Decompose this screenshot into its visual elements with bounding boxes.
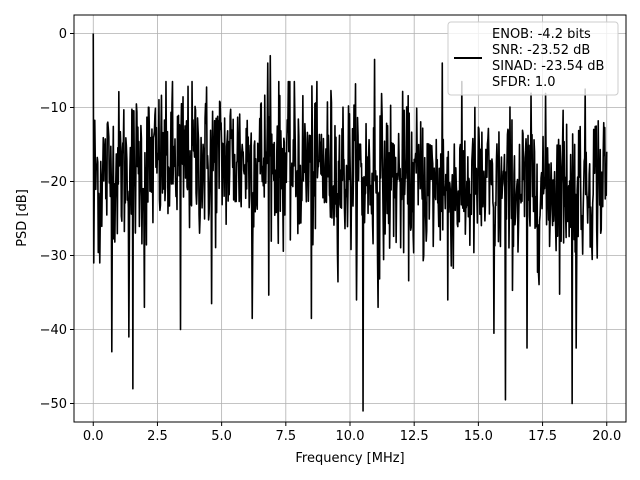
x-tick-label: 2.5	[147, 429, 168, 444]
legend-entry-sfdr: SFDR: 1.0	[492, 75, 556, 90]
y-tick-label: −50	[40, 397, 67, 412]
y-tick-label: −40	[40, 323, 67, 338]
x-tick-label: 12.5	[400, 429, 429, 444]
x-tick-label: 10.0	[336, 429, 365, 444]
x-tick-label: 17.5	[528, 429, 557, 444]
series-group	[92, 33, 608, 412]
legend-entry-sinad: SINAD: -23.54 dB	[492, 59, 604, 74]
y-tick-label: −30	[40, 249, 67, 264]
legend-entry-enob: ENOB: -4.2 bits	[492, 27, 591, 42]
x-tick-label: 20.0	[592, 429, 621, 444]
psd-series-line	[92, 33, 608, 412]
legend: ENOB: -4.2 bits SNR: -23.52 dB SINAD: -2…	[447, 21, 619, 96]
x-tick-label: 7.5	[275, 429, 296, 444]
x-axis-label: Frequency [MHz]	[295, 451, 404, 466]
x-tick-label: 15.0	[464, 429, 493, 444]
y-axis-ticks: 0 −10 −20 −30 −40 −50	[40, 27, 74, 412]
y-tick-label: 0	[59, 27, 67, 42]
legend-box	[447, 21, 619, 96]
y-tick-label: −20	[40, 175, 67, 190]
x-tick-label: 5.0	[211, 429, 232, 444]
y-axis-label: PSD [dB]	[15, 189, 30, 247]
x-axis-ticks: 0.0 2.5 5.0 7.5 10.0 12.5 15.0 17.5 20.0	[83, 422, 621, 444]
legend-entry-snr: SNR: -23.52 dB	[492, 43, 590, 58]
x-tick-label: 0.0	[83, 429, 104, 444]
y-tick-label: −10	[40, 101, 67, 116]
